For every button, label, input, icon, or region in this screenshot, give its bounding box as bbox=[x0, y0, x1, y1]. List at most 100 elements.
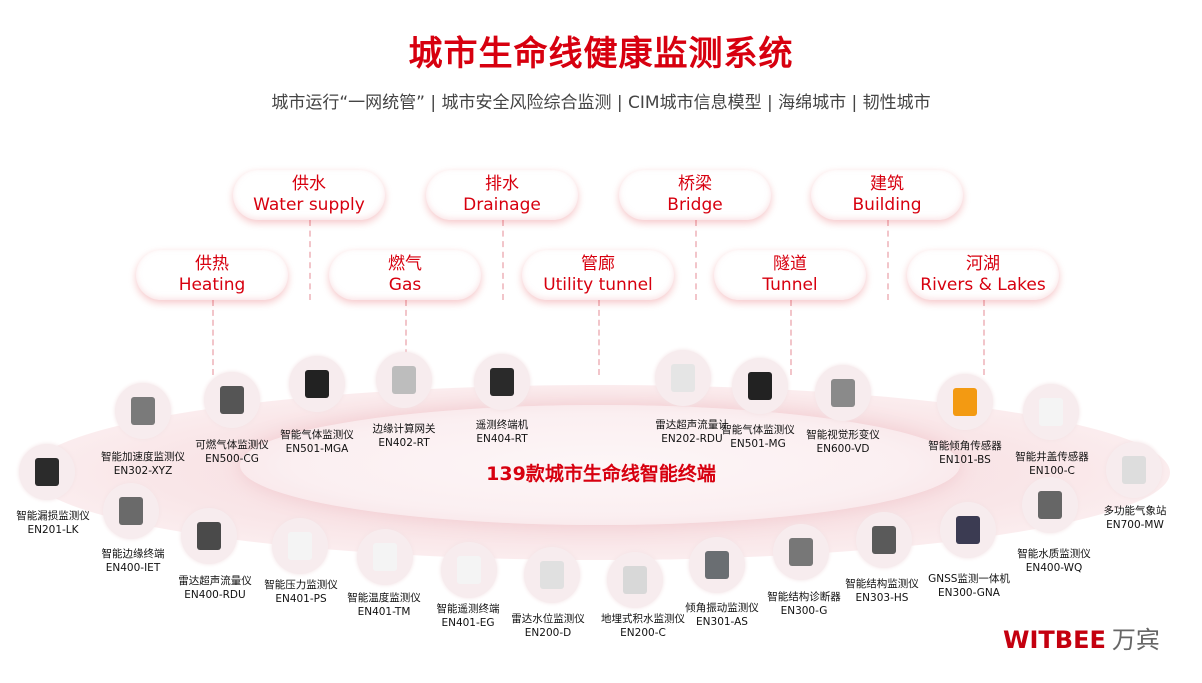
device-name: 智能结构诊断器 bbox=[767, 591, 841, 603]
device-model: EN402-RT bbox=[378, 437, 430, 449]
category-en: Drainage bbox=[463, 195, 541, 215]
platform-ellipse-inner bbox=[240, 405, 960, 525]
device-image-circle bbox=[940, 502, 996, 558]
device-name: 智能视觉形变仪 bbox=[806, 429, 880, 441]
device-model: EN303-HS bbox=[855, 592, 909, 604]
connector-line bbox=[502, 220, 504, 300]
category-cn: 燃气 bbox=[388, 254, 422, 274]
category-cn: 隧道 bbox=[773, 254, 807, 274]
device-icon bbox=[373, 543, 397, 571]
device-name: 智能温度监测仪 bbox=[347, 592, 421, 604]
device-image-circle bbox=[181, 508, 237, 564]
device-name: 智能气体监测仪 bbox=[721, 424, 795, 436]
connector-line bbox=[598, 300, 600, 375]
device-model: EN200-D bbox=[524, 627, 572, 639]
device-icon bbox=[705, 551, 729, 579]
device-image-circle bbox=[1023, 384, 1079, 440]
device-image-circle bbox=[856, 512, 912, 568]
category-en: Gas bbox=[388, 275, 422, 295]
device-image-circle bbox=[815, 365, 871, 421]
device-image-circle bbox=[773, 524, 829, 580]
device-model: EN300-G bbox=[780, 605, 828, 617]
device-model: EN400-RDU bbox=[184, 589, 246, 601]
device-icon bbox=[119, 497, 143, 525]
connector-line bbox=[405, 300, 407, 375]
connector-line bbox=[887, 220, 889, 300]
device-model: EN600-VD bbox=[816, 443, 870, 455]
page-subtitle: 城市运行“一网统管” | 城市安全风险综合监测 | CIM城市信息模型 | 海绵… bbox=[271, 93, 931, 113]
device-name: 智能边缘终端 bbox=[101, 548, 165, 560]
device-icon bbox=[956, 516, 980, 544]
logo-cn: 万宾 bbox=[1111, 626, 1160, 654]
device-model: EN404-RT bbox=[476, 433, 528, 445]
category-pill: 燃气 Gas bbox=[329, 250, 481, 300]
category-cn: 排水 bbox=[485, 174, 519, 194]
device-image-circle bbox=[204, 372, 260, 428]
device-icon bbox=[288, 532, 312, 560]
category-en: Tunnel bbox=[762, 275, 818, 295]
category-pill: 管廊 Utility tunnel bbox=[522, 250, 674, 300]
device-model: EN401-TM bbox=[357, 606, 411, 618]
category-cn: 河湖 bbox=[966, 254, 1000, 274]
device-icon bbox=[789, 538, 813, 566]
logo-brand: WITBEE bbox=[1003, 626, 1106, 654]
device-image-circle bbox=[1022, 477, 1078, 533]
category-cn: 管廊 bbox=[581, 254, 615, 274]
category-pill: 排水 Drainage bbox=[426, 170, 578, 220]
device-name: 智能遥测终端 bbox=[436, 603, 500, 615]
category-en: Rivers & Lakes bbox=[920, 275, 1046, 295]
device-name: 可燃气体监测仪 bbox=[195, 439, 269, 451]
device-icon bbox=[490, 368, 514, 396]
device-name: 智能水质监测仪 bbox=[1017, 548, 1091, 560]
device-model: EN400-IET bbox=[105, 562, 161, 574]
category-en: Building bbox=[852, 195, 922, 215]
device-name: 智能井盖传感器 bbox=[1015, 451, 1089, 463]
device-model: EN200-C bbox=[620, 627, 666, 639]
device-icon bbox=[220, 386, 244, 414]
category-en: Bridge bbox=[667, 195, 723, 215]
device-name: 智能倾角传感器 bbox=[928, 440, 1002, 452]
device-model: EN501-MGA bbox=[285, 443, 349, 455]
category-pill: 供热 Heating bbox=[136, 250, 288, 300]
device-image-circle bbox=[655, 350, 711, 406]
category-cn: 建筑 bbox=[870, 174, 904, 194]
connector-line bbox=[790, 300, 792, 375]
device-name: 多功能气象站 bbox=[1103, 505, 1167, 517]
device-icon bbox=[671, 364, 695, 392]
device-model: EN401-PS bbox=[275, 593, 327, 605]
device-name: 智能压力监测仪 bbox=[264, 579, 338, 591]
device-image-circle bbox=[103, 483, 159, 539]
connector-line bbox=[212, 300, 214, 375]
device-model: EN100-C bbox=[1029, 465, 1075, 477]
device-icon bbox=[457, 556, 481, 584]
device-model: EN401-EG bbox=[441, 617, 495, 629]
device-image-circle bbox=[689, 537, 745, 593]
device-model: EN301-AS bbox=[696, 616, 748, 628]
device-image-circle bbox=[376, 352, 432, 408]
category-cn: 桥梁 bbox=[678, 174, 712, 194]
device-name: 智能气体监测仪 bbox=[280, 429, 354, 441]
device-model: EN302-XYZ bbox=[113, 465, 173, 477]
category-pill: 隧道 Tunnel bbox=[714, 250, 866, 300]
device-image-circle bbox=[19, 444, 75, 500]
device-icon bbox=[623, 566, 647, 594]
witbee-logo: WITBEE 万宾 bbox=[1003, 620, 1160, 655]
device-name: 智能结构监测仪 bbox=[845, 578, 919, 590]
device-model: EN300-GNA bbox=[938, 587, 1000, 599]
device-image-circle bbox=[115, 383, 171, 439]
device-name: 地埋式积水监测仪 bbox=[601, 613, 685, 625]
device-image-circle bbox=[272, 518, 328, 574]
device-icon bbox=[953, 388, 977, 416]
category-pill: 供水 Water supply bbox=[233, 170, 385, 220]
device-icon bbox=[392, 366, 416, 394]
device-name: 雷达超声流量仪 bbox=[178, 575, 252, 587]
category-en: Utility tunnel bbox=[543, 275, 653, 295]
device-name: 智能加速度监测仪 bbox=[101, 451, 185, 463]
device-name: 雷达水位监测仪 bbox=[511, 613, 585, 625]
device-image-circle bbox=[357, 529, 413, 585]
device-model: EN101-BS bbox=[939, 454, 991, 466]
device-model: EN500-CG bbox=[205, 453, 259, 465]
device-icon bbox=[131, 397, 155, 425]
page-title: 城市生命线健康监测系统 bbox=[408, 34, 794, 74]
device-image-circle bbox=[524, 547, 580, 603]
